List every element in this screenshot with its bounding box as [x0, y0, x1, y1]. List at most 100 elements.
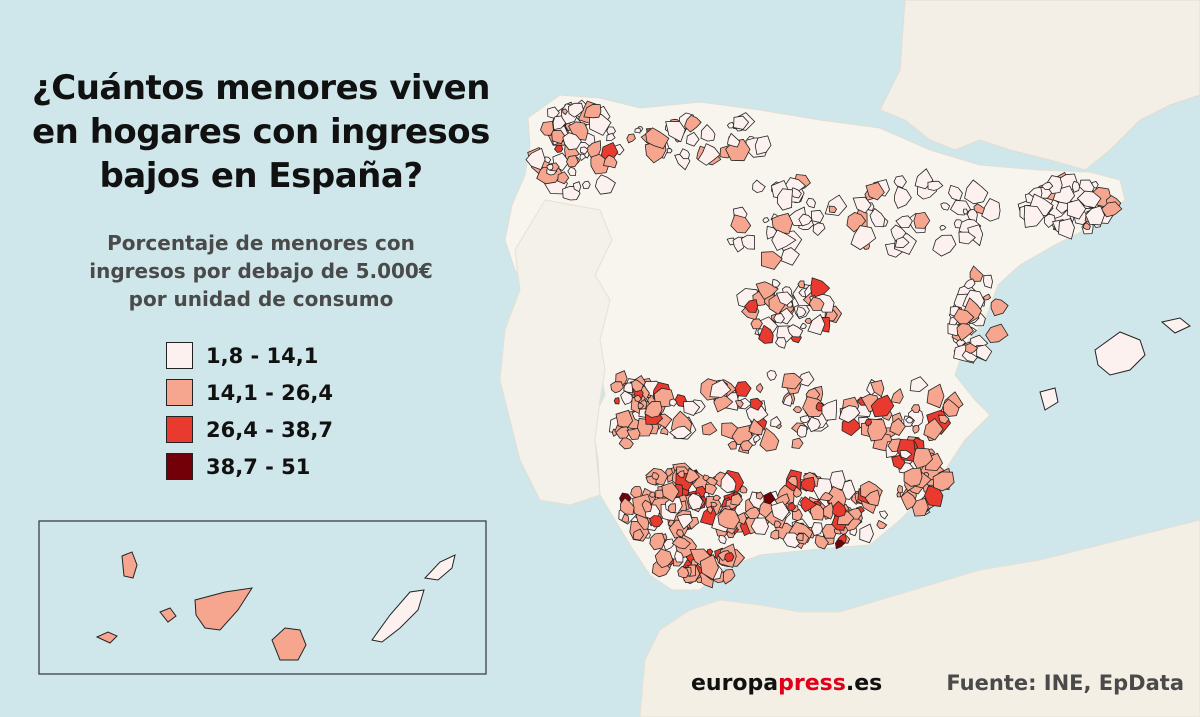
municipality-patch: [572, 181, 582, 193]
gran-canaria-island: [271, 627, 307, 661]
municipality-patch: [546, 163, 554, 171]
municipality-patch: [750, 397, 764, 411]
tenerife-island: [194, 587, 254, 631]
municipality-patch: [755, 491, 764, 500]
municipality-patch: [806, 416, 821, 433]
municipality-patch: [932, 471, 955, 492]
municipality-patch: [713, 393, 734, 413]
municipality-patch: [927, 180, 944, 191]
municipality-patch: [838, 405, 861, 423]
legend-swatch: [166, 342, 193, 369]
municipality-patch: [910, 404, 921, 413]
municipality-patch: [775, 291, 795, 306]
title-line-3: bajos en España?: [99, 156, 423, 196]
subtitle-line-3: por unidad de consumo: [128, 287, 394, 311]
municipality-patch: [805, 197, 816, 209]
municipality-patch: [903, 467, 923, 487]
title-line-1: ¿Cuántos menores viven: [32, 68, 490, 108]
municipality-patch: [948, 184, 963, 202]
municipality-patch: [953, 308, 975, 325]
municipality-patch: [859, 523, 874, 544]
municipality-patch: [720, 472, 737, 494]
legend-swatch: [166, 379, 193, 406]
legend-label: 1,8 - 14,1: [206, 343, 319, 368]
municipality-patch: [610, 381, 624, 394]
municipality-patch: [744, 299, 759, 313]
municipality-patch: [730, 214, 752, 234]
municipality-patch: [676, 513, 693, 530]
municipality-patch: [811, 522, 823, 537]
municipality-patch: [932, 234, 957, 257]
municipality-patch: [911, 497, 929, 517]
municipality-patch: [808, 296, 825, 311]
municipality-patch: [634, 127, 641, 134]
municipality-patch: [900, 490, 917, 511]
municipality-patch: [700, 124, 716, 142]
municipality-patch: [829, 470, 846, 491]
municipality-patch: [821, 399, 837, 421]
municipality-patch: [912, 425, 920, 434]
legend-label: 38,7 - 51: [206, 454, 311, 479]
municipality-patch: [990, 298, 1009, 317]
municipality-patch: [799, 415, 811, 424]
municipality-patch: [800, 496, 818, 513]
municipality-patch: [619, 497, 635, 516]
municipality-patch: [1041, 181, 1054, 191]
municipality-patch: [606, 132, 616, 142]
municipality-patch: [799, 322, 807, 330]
municipality-patch: [525, 147, 546, 171]
france-land: [879, 0, 1200, 171]
municipality-patch: [740, 234, 755, 250]
municipality-patch: [755, 281, 779, 300]
municipality-patch: [671, 536, 692, 550]
brand-accent: press: [778, 671, 846, 696]
municipality-patch: [618, 436, 634, 450]
municipality-patch: [814, 534, 829, 550]
municipality-patch: [965, 342, 979, 354]
municipality-patch: [958, 231, 976, 245]
municipality-patch: [633, 394, 642, 403]
municipality-patch: [804, 317, 812, 325]
municipality-patch: [669, 425, 692, 440]
municipality-patch: [796, 533, 804, 541]
municipality-patch: [676, 529, 684, 538]
legend-item: 1,8 - 14,1: [166, 340, 333, 371]
municipality-patch: [798, 213, 813, 227]
europapress-logo[interactable]: europapress.es: [691, 671, 882, 696]
municipality-patch: [540, 120, 554, 136]
municipality-patch: [632, 528, 645, 541]
municipality-patch: [637, 402, 645, 410]
municipality-patch: [583, 103, 602, 119]
municipality-patch: [730, 493, 743, 506]
municipality-patch: [878, 510, 889, 520]
municipality-patch: [796, 306, 807, 318]
municipality-patch: [771, 229, 797, 252]
municipality-patch: [1058, 218, 1075, 240]
municipality-patch: [899, 449, 913, 460]
municipality-patch: [893, 186, 912, 209]
municipality-patch: [852, 196, 872, 214]
municipality-patch: [701, 421, 718, 436]
municipality-patch: [562, 132, 582, 151]
municipality-patch: [752, 179, 766, 194]
map-subtitle: Porcentaje de menores con ingresos por d…: [22, 229, 500, 313]
municipality-patch: [775, 337, 787, 349]
municipality-patch: [766, 369, 777, 381]
municipality-patch: [712, 494, 722, 501]
municipality-patch: [579, 146, 589, 155]
portugal-land: [499, 199, 613, 506]
municipality-patch: [802, 396, 828, 418]
municipality-patch: [682, 400, 701, 416]
municipality-patch: [894, 236, 910, 249]
municipality-patch: [615, 409, 634, 429]
municipality-patch: [567, 166, 577, 177]
legend-item: 26,4 - 38,7: [166, 414, 333, 445]
municipality-patch: [792, 406, 803, 414]
legend-item: 14,1 - 26,4: [166, 377, 333, 408]
municipality-patch: [759, 427, 780, 452]
municipality-patch: [661, 482, 680, 503]
municipality-patch: [626, 133, 636, 144]
municipality-patch: [876, 519, 888, 529]
municipality-patch: [753, 434, 761, 444]
